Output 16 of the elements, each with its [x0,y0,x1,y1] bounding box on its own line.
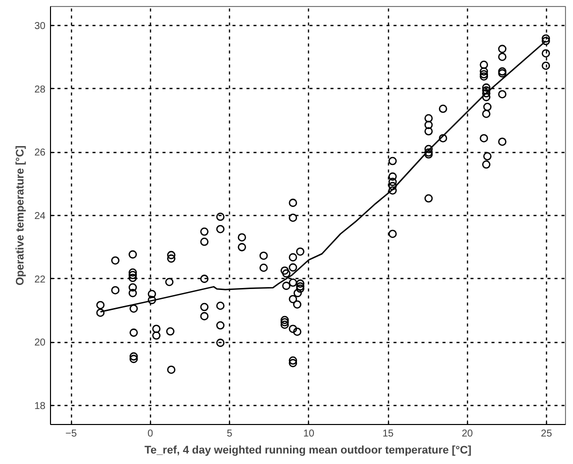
y-tick-label: 28 [34,84,46,96]
x-tick-label: −5 [65,428,78,440]
x-tick-label: 5 [226,428,233,440]
x-tick-label: 25 [540,428,552,440]
x-tick-label: 15 [382,428,394,440]
x-tick-label: 0 [148,428,154,440]
y-tick-label: 30 [34,21,46,32]
x-axis-title: Te_ref, 4 day weighted running mean outdoor temperature [°C] [144,444,472,456]
x-tick-label: 10 [303,428,315,440]
y-axis-title: Operative temperature [°C] [14,145,26,286]
y-tick-label: 18 [34,401,46,412]
y-tick-label: 20 [34,338,46,349]
y-tick-label: 22 [34,274,46,286]
x-tick-label: 20 [462,428,474,440]
y-tick-label: 26 [34,148,46,159]
y-tick-label: 24 [34,211,46,222]
